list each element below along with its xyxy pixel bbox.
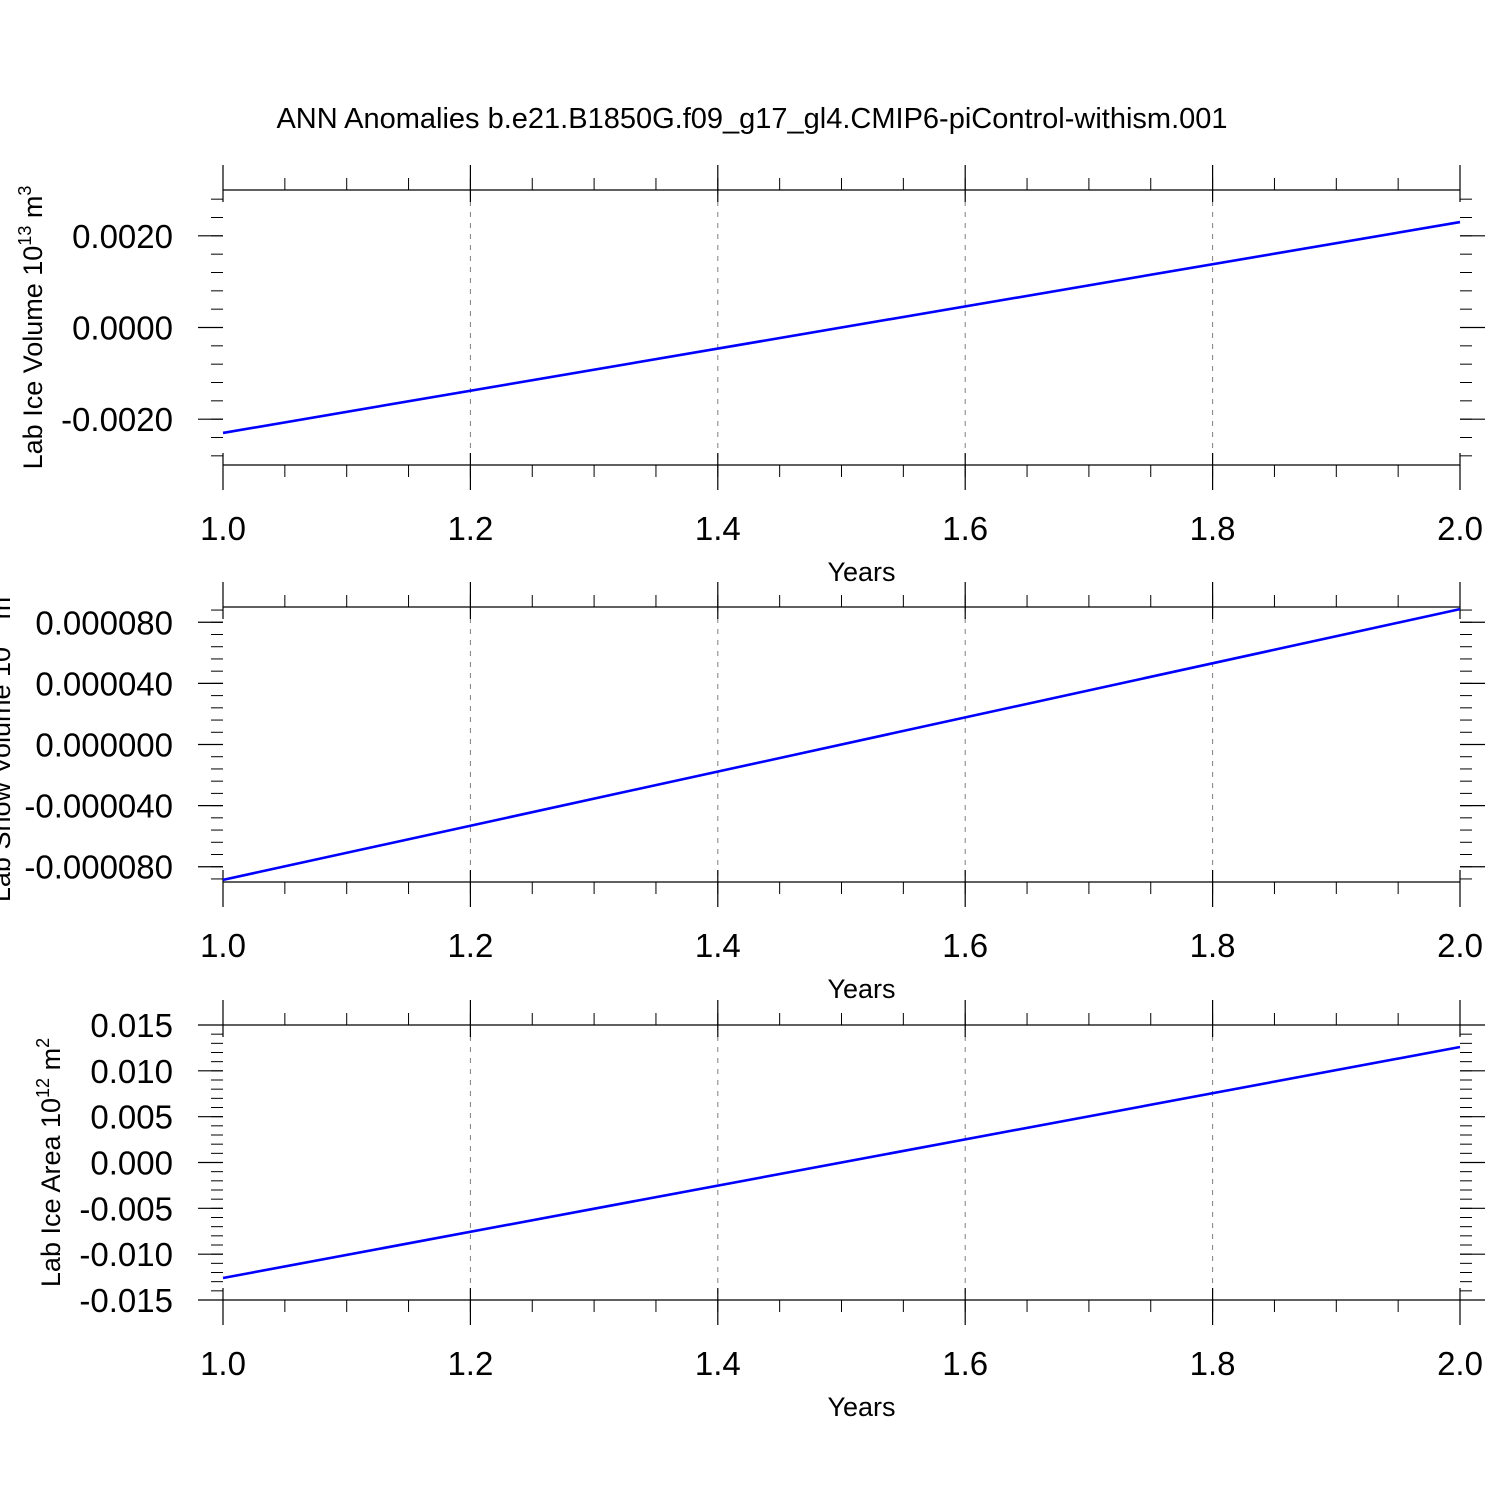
- panel-1: 1.0 1.2 1.4 1.6 1.8 2.0 Years -0.0020 0.0000 0.00…: [15, 165, 1485, 587]
- x-axis-label: Years: [827, 557, 895, 587]
- series-line: [222, 1045, 1461, 1280]
- y-tick-label: -0.005: [79, 1190, 173, 1227]
- x-tick-label: 1.8: [1190, 510, 1236, 547]
- x-tick-label: 1.0: [200, 510, 246, 547]
- panel-3: 1.0 1.2 1.4 1.6 1.8 2.0 Years -0.015 -0.010 -0.00…: [33, 1000, 1485, 1422]
- y-tick-label: 0.000000: [35, 727, 173, 764]
- y-axis-label: Lab Ice Volume 1013 m3: [15, 186, 48, 470]
- y-tick-label: 0.000080: [35, 604, 173, 641]
- x-tick-label: 1.0: [200, 1345, 246, 1382]
- y-tick-label: 0.0020: [72, 218, 173, 255]
- y-tick-label: 0.000040: [35, 665, 173, 702]
- x-tick-label: 1.6: [942, 1345, 988, 1382]
- x-tick-label: 2.0: [1437, 510, 1483, 547]
- series-line: [222, 607, 1461, 882]
- y-tick-label: 0.005: [90, 1099, 173, 1136]
- x-tick-label: 1.2: [447, 1345, 493, 1382]
- x-tick-label: 1.6: [942, 927, 988, 964]
- y-tick-label: 0.010: [90, 1053, 173, 1090]
- x-tick-label: 1.2: [447, 510, 493, 547]
- y-axis-label: Lab Snow Volume 1013 m3: [0, 587, 16, 902]
- y-tick-label: 0.000: [90, 1145, 173, 1182]
- x-axis-label: Years: [827, 974, 895, 1004]
- x-tick-label: 2.0: [1437, 1345, 1483, 1382]
- y-tick-label: -0.010: [79, 1236, 173, 1273]
- y-tick-label: 0.0000: [72, 310, 173, 347]
- y-tick-label: 0.015: [90, 1007, 173, 1044]
- x-axis-label: Years: [827, 1392, 895, 1422]
- x-tick-label: 2.0: [1437, 927, 1483, 964]
- x-tick-label: 1.0: [200, 927, 246, 964]
- y-tick-label: -0.015: [79, 1282, 173, 1319]
- x-tick-label: 1.4: [695, 510, 741, 547]
- panel-2: 1.0 1.2 1.4 1.6 1.8 2.0 Years -0.000080 -0.00004…: [0, 582, 1485, 1004]
- series-line: [222, 220, 1461, 435]
- x-tick-label: 1.4: [695, 1345, 741, 1382]
- x-tick-label: 1.8: [1190, 1345, 1236, 1382]
- y-tick-label: -0.000080: [24, 849, 173, 886]
- x-tick-label: 1.8: [1190, 927, 1236, 964]
- figure-title: ANN Anomalies b.e21.B1850G.f09_g17_gl4.C…: [276, 103, 1227, 135]
- y-axis-label: Lab Ice Area 1012 m2: [33, 1038, 66, 1287]
- y-tick-label: -0.0020: [61, 401, 173, 438]
- x-tick-label: 1.2: [447, 927, 493, 964]
- x-tick-label: 1.4: [695, 927, 741, 964]
- y-tick-label: -0.000040: [24, 788, 173, 825]
- x-tick-label: 1.6: [942, 510, 988, 547]
